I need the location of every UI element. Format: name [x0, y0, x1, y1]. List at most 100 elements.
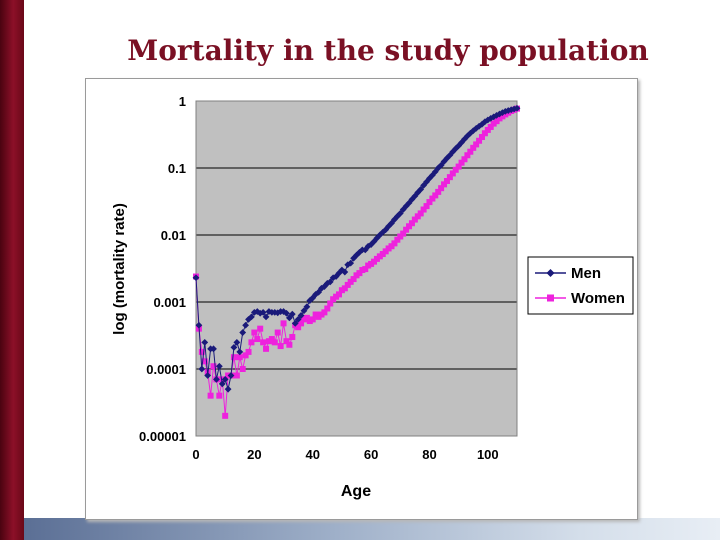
data-point-women [309, 316, 316, 323]
data-point-men [262, 313, 270, 321]
data-point-men [236, 348, 244, 356]
data-point-women [449, 170, 456, 177]
data-point-women [263, 345, 270, 352]
slide-bottom-gradient-bar [24, 518, 720, 540]
y-axis-label: log (mortality rate) [111, 203, 128, 335]
data-point-women [438, 185, 445, 192]
data-point-women [476, 137, 483, 144]
data-point-women [239, 366, 246, 372]
data-point-men [396, 210, 404, 217]
data-point-women [420, 206, 427, 213]
slide-title: Mortality in the study population [127, 34, 649, 67]
data-point-women [222, 412, 229, 419]
data-point-women [391, 240, 398, 247]
data-point-women [321, 309, 328, 316]
data-point-men [376, 231, 384, 239]
data-point-men [318, 284, 325, 292]
data-point-women [295, 324, 302, 331]
data-point-women [406, 223, 413, 230]
data-point-women [467, 148, 474, 155]
data-point-men [215, 362, 223, 370]
data-point-men [437, 161, 445, 169]
data-point-men [218, 380, 226, 388]
data-point-men [347, 259, 355, 267]
data-point-women [487, 123, 494, 130]
data-point-women [274, 329, 281, 336]
data-point-women [257, 325, 264, 332]
data-point-men [501, 107, 509, 115]
data-point-men [513, 104, 521, 112]
data-point-men [472, 124, 480, 132]
legend-box [527, 256, 634, 315]
data-point-women [335, 291, 342, 298]
series-men [192, 104, 521, 393]
data-point-women [423, 203, 430, 210]
data-point-women [473, 141, 480, 148]
data-point-men [452, 145, 460, 152]
data-point-men [291, 319, 299, 327]
data-point-women [470, 144, 477, 151]
y-tick-label: 0.0001 [146, 362, 186, 377]
data-point-women [341, 285, 348, 292]
plot-border [195, 100, 518, 437]
data-point-women [350, 276, 357, 283]
y-tick-label: 0.001 [153, 295, 186, 310]
data-point-women [242, 352, 249, 359]
data-point-women [362, 266, 369, 273]
data-point-women [198, 348, 205, 355]
data-point-men [221, 375, 229, 383]
y-tick-label: 1 [179, 94, 186, 109]
data-point-women [443, 177, 450, 184]
data-point-men [227, 372, 235, 379]
data-point-women [251, 329, 258, 336]
data-point-women [441, 181, 448, 188]
data-point-women [403, 226, 410, 233]
data-point-men [288, 310, 296, 318]
data-point-women [446, 174, 453, 181]
data-point-men [253, 308, 261, 315]
data-point-women [478, 134, 485, 141]
data-point-women [458, 159, 465, 166]
data-point-women [481, 130, 488, 137]
data-point-men [315, 288, 322, 296]
data-point-women [429, 195, 436, 202]
data-point-women [230, 354, 237, 361]
data-point-women [233, 372, 240, 379]
data-point-men [213, 375, 220, 383]
legend-women-marker [547, 294, 554, 302]
slide-left-accent-bar [0, 0, 24, 540]
data-point-men [265, 308, 273, 315]
data-point-women [344, 281, 351, 288]
data-point-women [268, 336, 275, 343]
data-point-men [399, 206, 407, 213]
data-point-women [245, 348, 252, 355]
x-tick-label: 0 [192, 447, 199, 462]
data-point-women [236, 354, 243, 361]
legend-women-label: Women [571, 290, 625, 307]
data-point-women [464, 152, 471, 159]
x-tick-label: 80 [422, 447, 436, 462]
data-point-women [394, 236, 401, 243]
data-point-women [408, 220, 415, 227]
x-tick-label: 40 [305, 447, 319, 462]
data-point-men [198, 365, 206, 373]
data-point-women [286, 341, 293, 348]
x-tick-label: 100 [477, 447, 499, 462]
legend-men-label: Men [571, 265, 601, 282]
data-point-women [289, 334, 296, 341]
x-tick-labels: 0 20 40 60 80 100 [192, 447, 498, 462]
data-point-men [370, 238, 378, 245]
legend: Men Women [527, 256, 634, 315]
data-point-men [443, 154, 451, 162]
data-point-men [382, 226, 390, 234]
chart-frame: 1 0.1 0.01 0.001 0.0001 0.00001 0 20 40 60 80 100 … [85, 78, 638, 520]
data-point-women [327, 300, 334, 307]
data-point-men [321, 283, 328, 290]
data-point-men [303, 303, 311, 311]
data-point-men [294, 315, 302, 323]
data-point-men [224, 385, 232, 393]
data-point-men [230, 344, 238, 351]
data-point-men [242, 321, 250, 329]
data-point-men [449, 148, 457, 156]
